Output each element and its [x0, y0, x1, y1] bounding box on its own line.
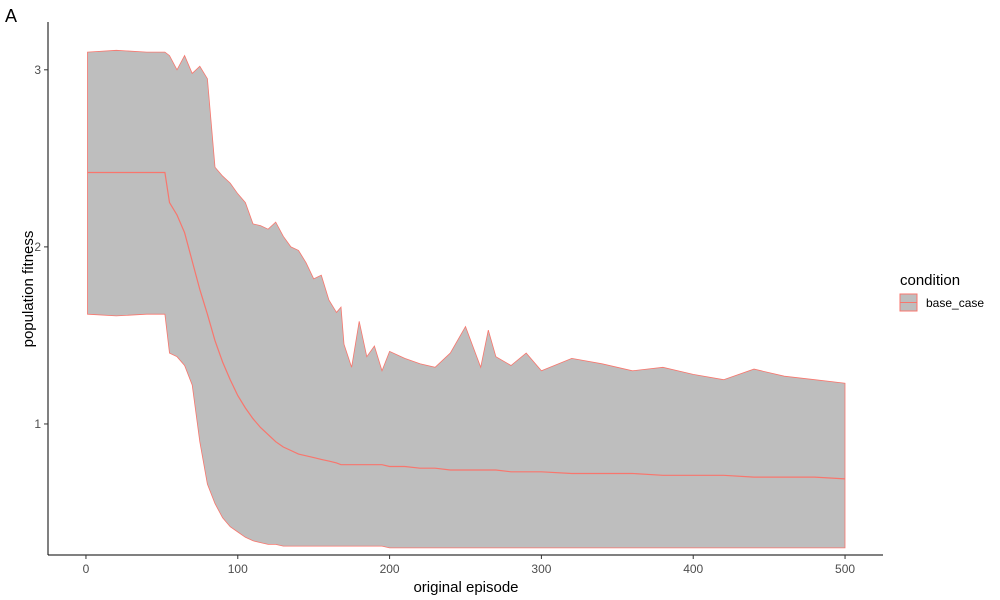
- panel-tag: A: [5, 6, 17, 26]
- x-tick-label: 400: [683, 562, 703, 576]
- x-tick-label: 500: [835, 562, 855, 576]
- plot-panel: [87, 49, 846, 549]
- y-tick-label: 1: [34, 417, 41, 431]
- x-tick-label: 0: [83, 562, 90, 576]
- x-tick-label: 100: [228, 562, 248, 576]
- y-tick-label: 2: [34, 240, 41, 254]
- x-tick-label: 300: [531, 562, 551, 576]
- y-axis-title: population fitness: [20, 231, 37, 348]
- legend-label-base_case: base_case: [926, 296, 984, 310]
- x-tick-label: 200: [380, 562, 400, 576]
- x-axis-ticks: 0 100 200 300 400 500: [83, 555, 855, 576]
- ribbon-band-base_case: [87, 49, 846, 549]
- x-axis-title: original episode: [413, 579, 518, 596]
- y-tick-label: 3: [34, 63, 41, 77]
- y-axis-ticks: 1 2 3: [34, 63, 48, 431]
- legend-title: condition: [900, 272, 960, 289]
- mean-line-base_case: [87, 171, 846, 480]
- legend: condition base_case: [899, 272, 984, 312]
